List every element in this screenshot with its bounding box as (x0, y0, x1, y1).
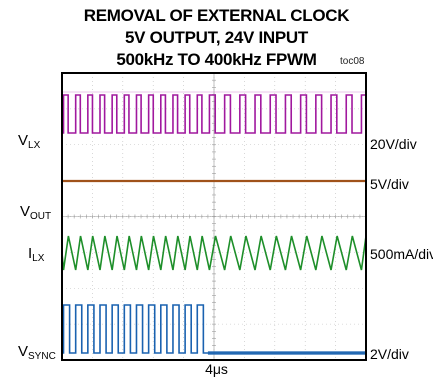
ilx-trace (61, 235, 367, 271)
channel-label-ilx: ILX (28, 245, 45, 264)
scale-label-vout: 5V/div (370, 176, 409, 192)
chart-title-line-3: 500kHz TO 400kHz FPWM (116, 50, 317, 69)
channel-label-vout: VOUT (20, 203, 52, 222)
chart-title-line-2: 5V OUTPUT, 24V INPUT (125, 28, 308, 47)
channel-label-vsync: VSYNC (18, 343, 56, 362)
chart-title-line-1: REMOVAL OF EXTERNAL CLOCK (83, 6, 350, 25)
vlx-trace (62, 94, 367, 134)
channel-label-vlx: VLX (18, 132, 41, 151)
figure-tag: toc08 (340, 56, 365, 67)
scale-label-ilx: 500mA/div (370, 246, 433, 262)
scale-label-vlx: 20V/div (370, 136, 417, 152)
time-scale-label: 4μs (205, 361, 228, 377)
scale-label-vsync: 2V/div (370, 346, 409, 362)
vsync-trace (62, 304, 366, 354)
plot-frame (61, 72, 367, 361)
